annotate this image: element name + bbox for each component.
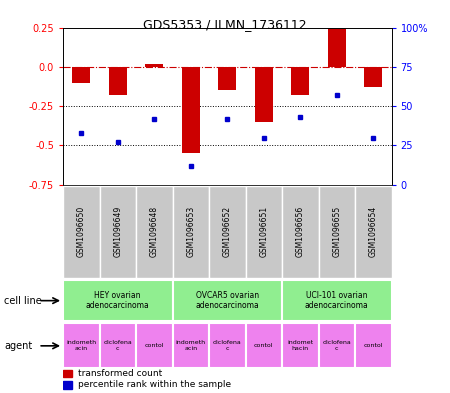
FancyBboxPatch shape bbox=[172, 280, 282, 321]
Bar bbox=[182, 67, 200, 153]
Bar bbox=[108, 67, 127, 95]
Bar bbox=[72, 67, 90, 83]
Bar bbox=[63, 381, 72, 389]
Text: GSM1096653: GSM1096653 bbox=[186, 206, 195, 257]
FancyBboxPatch shape bbox=[209, 323, 246, 369]
FancyBboxPatch shape bbox=[99, 323, 136, 369]
FancyBboxPatch shape bbox=[319, 185, 355, 278]
FancyBboxPatch shape bbox=[355, 323, 392, 369]
Bar bbox=[255, 67, 273, 122]
Text: GSM1096654: GSM1096654 bbox=[369, 206, 378, 257]
Bar bbox=[364, 67, 382, 87]
Text: transformed count: transformed count bbox=[78, 369, 162, 378]
Text: UCI-101 ovarian
adenocarcinoma: UCI-101 ovarian adenocarcinoma bbox=[305, 291, 369, 310]
Text: GSM1096655: GSM1096655 bbox=[332, 206, 341, 257]
Bar bbox=[328, 29, 346, 67]
FancyBboxPatch shape bbox=[246, 323, 282, 369]
Text: percentile rank within the sample: percentile rank within the sample bbox=[78, 380, 231, 389]
Bar bbox=[218, 67, 236, 90]
FancyBboxPatch shape bbox=[282, 280, 392, 321]
Text: contol: contol bbox=[254, 343, 274, 348]
FancyBboxPatch shape bbox=[282, 323, 319, 369]
Text: diclofena
c: diclofena c bbox=[104, 340, 132, 351]
Text: indometh
acin: indometh acin bbox=[66, 340, 96, 351]
FancyBboxPatch shape bbox=[246, 185, 282, 278]
Text: indomet
hacin: indomet hacin bbox=[287, 340, 313, 351]
FancyBboxPatch shape bbox=[99, 185, 136, 278]
Bar bbox=[291, 67, 310, 95]
Text: HEY ovarian
adenocarcinoma: HEY ovarian adenocarcinoma bbox=[86, 291, 149, 310]
Text: diclofena
c: diclofena c bbox=[322, 340, 351, 351]
Text: contol: contol bbox=[144, 343, 164, 348]
Text: GSM1096649: GSM1096649 bbox=[113, 206, 122, 257]
Text: agent: agent bbox=[4, 341, 33, 351]
FancyBboxPatch shape bbox=[63, 323, 99, 369]
FancyBboxPatch shape bbox=[136, 185, 172, 278]
Text: GSM1096652: GSM1096652 bbox=[223, 206, 232, 257]
FancyBboxPatch shape bbox=[172, 323, 209, 369]
FancyBboxPatch shape bbox=[319, 323, 355, 369]
Bar bbox=[145, 64, 163, 67]
Bar bbox=[63, 370, 72, 377]
FancyBboxPatch shape bbox=[355, 185, 392, 278]
Text: GSM1096648: GSM1096648 bbox=[150, 206, 159, 257]
FancyBboxPatch shape bbox=[63, 185, 99, 278]
FancyBboxPatch shape bbox=[209, 185, 246, 278]
Text: diclofena
c: diclofena c bbox=[213, 340, 242, 351]
FancyBboxPatch shape bbox=[172, 185, 209, 278]
Text: GSM1096651: GSM1096651 bbox=[259, 206, 268, 257]
Text: contol: contol bbox=[364, 343, 383, 348]
Text: GSM1096650: GSM1096650 bbox=[77, 206, 86, 257]
Text: cell line: cell line bbox=[4, 296, 42, 306]
Text: indometh
acin: indometh acin bbox=[176, 340, 206, 351]
FancyBboxPatch shape bbox=[63, 280, 172, 321]
Text: OVCAR5 ovarian
adenocarcinoma: OVCAR5 ovarian adenocarcinoma bbox=[195, 291, 259, 310]
FancyBboxPatch shape bbox=[136, 323, 172, 369]
Text: GSM1096656: GSM1096656 bbox=[296, 206, 305, 257]
Text: GDS5353 / ILMN_1736112: GDS5353 / ILMN_1736112 bbox=[143, 18, 307, 31]
FancyBboxPatch shape bbox=[282, 185, 319, 278]
